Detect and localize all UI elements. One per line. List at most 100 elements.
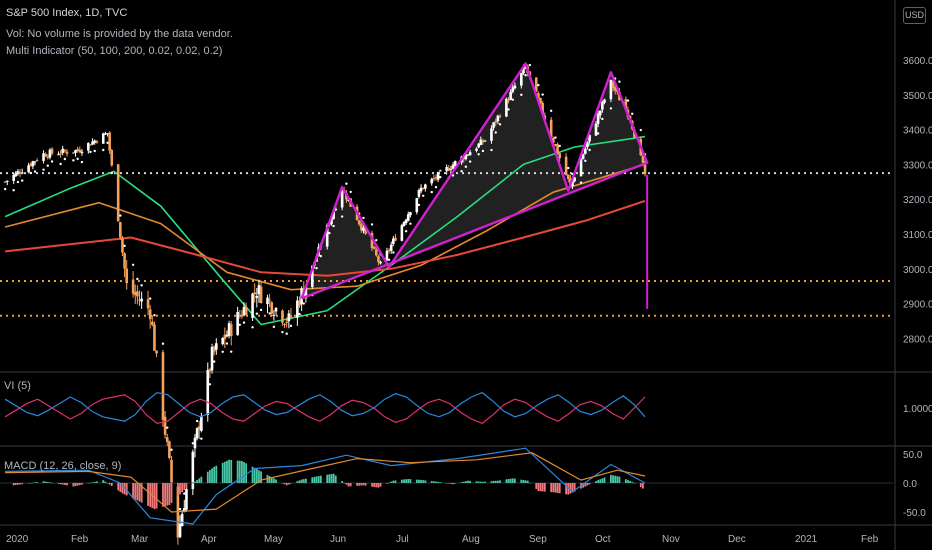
candle-body-2020-04-28 xyxy=(253,292,256,295)
macd-histogram-bar-2020-02-11 xyxy=(89,482,92,484)
macd-histogram-bar-2020-09-14 xyxy=(550,483,553,493)
macd-histogram-bar-2020-08-11 xyxy=(477,481,480,483)
candle-body-2020-02-27 xyxy=(123,253,126,269)
macd-histogram-bar-2020-09-08 xyxy=(537,483,540,492)
candle-body-2020-09-21 xyxy=(564,156,568,176)
sar-dot-2020-03-18 xyxy=(166,426,169,429)
macd-histogram-bar-2020-09-07 xyxy=(535,483,538,490)
sar-dot-2020-02-27 xyxy=(123,244,126,248)
sar-dot-2020-01-30 xyxy=(63,157,67,161)
macd-histogram-bar-2020-02-05 xyxy=(76,483,79,486)
macd-histogram-bar-2020-10-15 xyxy=(616,476,619,483)
sar-dot-2020-04-13 xyxy=(221,350,224,353)
sar-dot-2020-05-15 xyxy=(289,324,293,328)
macd-histogram-bar-2020-08-18 xyxy=(492,481,495,483)
macd-histogram-bar-2020-09-09 xyxy=(539,483,542,492)
macd-histogram-bar-2020-06-19 xyxy=(364,483,367,486)
macd-histogram-bar-2020-05-26 xyxy=(313,476,316,483)
parabolic-sar xyxy=(3,63,647,511)
macd-histogram-bar-2020-06-26 xyxy=(379,483,382,487)
candle-body-2020-08-20 xyxy=(496,115,500,122)
time-axis: 2020 Feb Mar Apr May Jun Jul Aug Sep Oct Nov Dec 202… xyxy=(6,534,879,545)
macd-histogram-bar-2020-02-07 xyxy=(81,483,83,485)
sar-dot-2020-09-22 xyxy=(567,166,570,170)
currency-button[interactable]: USD xyxy=(903,7,926,24)
macd-histogram-bar-2020-03-20 xyxy=(170,483,173,503)
candle-body-2020-09-08 xyxy=(537,93,540,99)
candle-body-2020-10-07 xyxy=(598,110,602,116)
candle-body-2020-05-07 xyxy=(272,314,276,316)
macd-histogram-bar-2020-08-25 xyxy=(507,479,510,483)
macd-histogram-bar-2020-09-15 xyxy=(552,483,555,493)
candle-body-2020-06-24 xyxy=(374,249,378,256)
candle-body-2020-05-15 xyxy=(289,315,293,318)
macd-histogram-bar-2020-03-06 xyxy=(140,483,143,503)
macd-histogram-bar-2020-01-10 xyxy=(21,483,24,485)
sar-dot-2020-03-30 xyxy=(191,442,195,445)
candle-body-2020-09-07 xyxy=(534,77,538,92)
candle-body-2020-01-09 xyxy=(18,172,22,174)
macd-histogram-bar-2020-04-27 xyxy=(251,466,254,483)
macd-histogram-bar-2020-06-04 xyxy=(332,473,335,483)
candle-body-2020-10-02 xyxy=(588,134,591,142)
macd-histogram-bar-2020-08-19 xyxy=(494,480,497,483)
macd-histogram-bar-2020-07-30 xyxy=(452,483,454,485)
macd-histogram-bar-2020-03-02 xyxy=(132,483,135,499)
candle-body-2020-03-03 xyxy=(133,292,137,296)
macd-histogram-bar-2020-01-17 xyxy=(36,482,39,483)
macd-histogram-bar-2020-03-25 xyxy=(181,483,184,493)
sar-dot-2020-01-28 xyxy=(59,162,62,166)
macd-histogram-bar-2020-03-31 xyxy=(194,481,196,483)
macd-histogram-bar-2020-09-22 xyxy=(567,483,570,495)
price-tick-7: 2900.0 xyxy=(903,300,932,311)
candle-body-2020-04-27 xyxy=(251,293,254,319)
macd-histogram-bar-2020-07-16 xyxy=(422,480,425,483)
candle-body-2020-02-20 xyxy=(108,132,111,151)
macd-histogram-bar-2020-07-31 xyxy=(454,483,457,484)
candle-body-2020-02-19 xyxy=(106,133,109,135)
candle-body-2020-01-28 xyxy=(59,153,62,155)
macd-histogram-bar-2020-09-30 xyxy=(584,483,587,487)
sar-dot-2020-09-14 xyxy=(549,109,553,113)
candle-body-2020-09-25 xyxy=(573,177,576,182)
sar-dot-2020-08-21 xyxy=(498,123,502,126)
candle-body-2020-04-23 xyxy=(242,306,246,316)
candle-body-2020-01-20 xyxy=(42,153,45,161)
candle-body-2020-04-30 xyxy=(257,285,261,295)
sar-dot-2020-05-07 xyxy=(272,325,276,329)
sar-dot-2020-08-31 xyxy=(520,93,523,97)
candle-body-2020-09-28 xyxy=(579,159,583,177)
candle-body-2020-01-23 xyxy=(48,149,52,158)
macd-histogram-bar-2020-09-18 xyxy=(558,483,561,494)
candle-body-2020-02-12 xyxy=(91,141,94,145)
sar-dot-2020-06-24 xyxy=(375,238,378,242)
sar-dot-2020-06-02 xyxy=(328,231,331,235)
macd-histogram-bar-2020-07-01 xyxy=(390,481,393,483)
macd-histogram-bar-2020-01-08 xyxy=(17,483,19,485)
candle-body-2020-04-08 xyxy=(210,346,214,371)
candle-body-2020-02-10 xyxy=(87,143,90,151)
candle-body-2020-01-08 xyxy=(16,171,20,174)
candle-body-2020-09-30 xyxy=(584,148,587,154)
macd-histogram-bar-2020-04-14 xyxy=(223,461,226,483)
macd-histogram-bar-2020-07-15 xyxy=(420,479,422,483)
candle-body-2020-07-31 xyxy=(453,160,457,166)
time-tick-7: Aug xyxy=(462,534,480,545)
candle-body-2020-07-15 xyxy=(419,187,423,192)
sar-dot-2020-08-13 xyxy=(481,149,485,153)
time-tick-2: Mar xyxy=(131,534,149,545)
candle-body-2020-01-16 xyxy=(33,161,37,163)
macd-histogram-bar-2020-10-27 xyxy=(642,483,644,489)
price-tick-1: 3500.0 xyxy=(903,91,932,102)
sar-dot-2020-07-30 xyxy=(451,174,455,177)
candle-body-2020-03-18 xyxy=(165,437,169,442)
time-tick-5: Jun xyxy=(330,534,346,545)
macd-histogram-bar-2020-09-01 xyxy=(522,480,525,483)
candle-body-2020-05-14 xyxy=(287,313,291,322)
macd-histogram-bar-2020-05-15 xyxy=(290,483,292,484)
candle-body-2020-10-19 xyxy=(624,99,628,111)
macd-legend: MACD (12, 26, close, 9) xyxy=(4,460,122,472)
macd-histogram-bar-2020-05-06 xyxy=(270,477,273,483)
macd-histogram-bar-2020-02-14 xyxy=(95,481,98,483)
